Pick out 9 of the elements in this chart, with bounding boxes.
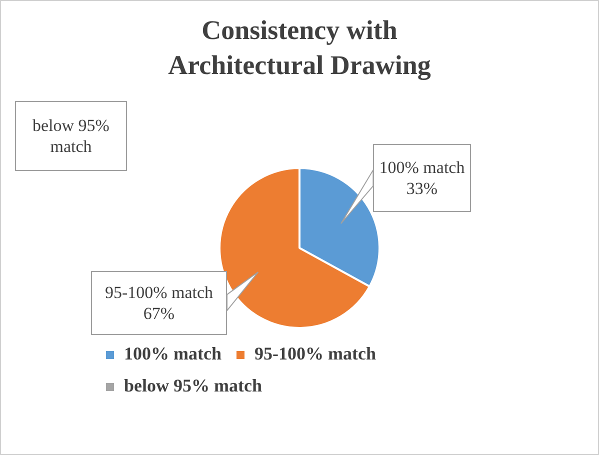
chart-title: Consistency with Architectural Drawing (167, 14, 432, 82)
legend-label: 95-100% match (254, 344, 376, 364)
slice-label: 95-100% match (104, 282, 214, 303)
category-label: below 95% match (32, 116, 110, 156)
data-label: 33% (406, 178, 438, 199)
legend-label: below 95% match (124, 376, 262, 396)
legend-label: 100% match (124, 344, 222, 364)
slice-label: 100% match (379, 157, 465, 178)
data-label: 67% (143, 303, 175, 324)
